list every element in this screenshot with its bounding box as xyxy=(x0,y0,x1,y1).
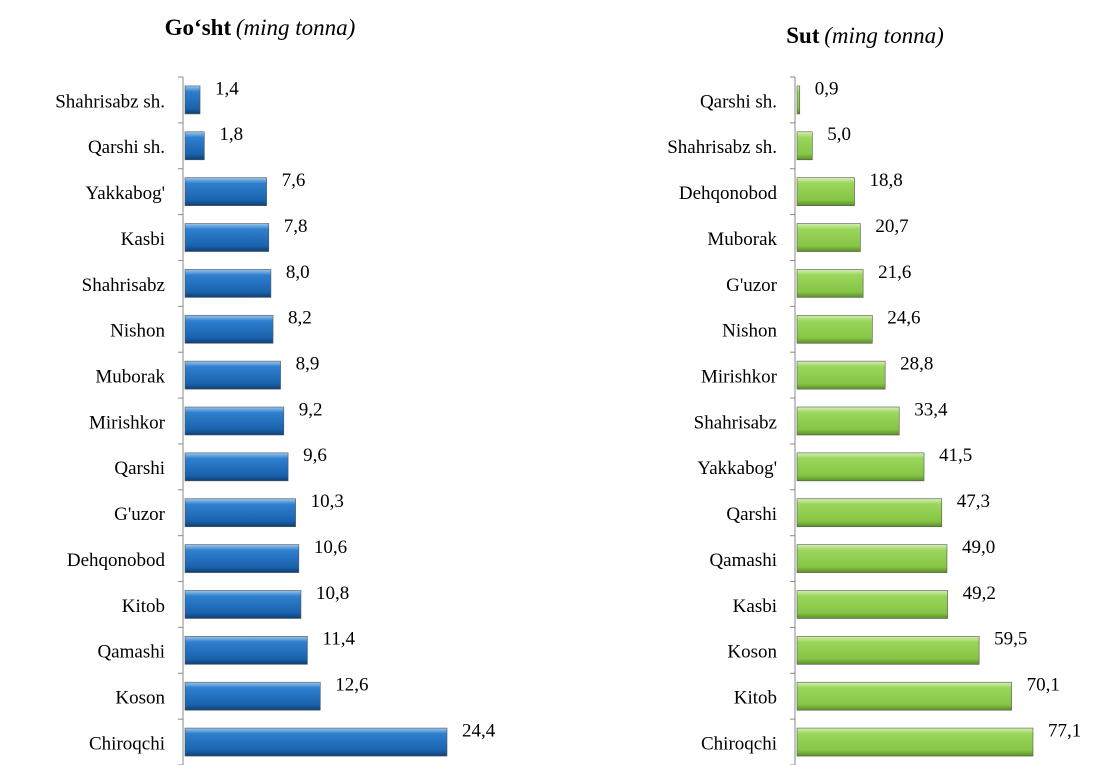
value-label: 41,5 xyxy=(939,445,972,466)
category-label: Qarshi xyxy=(114,458,165,479)
bar xyxy=(796,314,873,344)
bar xyxy=(184,360,281,390)
value-label: 9,6 xyxy=(303,445,327,466)
value-label: 47,3 xyxy=(957,491,990,512)
value-label: 70,1 xyxy=(1027,675,1060,696)
bar xyxy=(184,681,321,711)
value-label: 1,8 xyxy=(219,124,243,145)
bar xyxy=(184,406,285,436)
value-label: 24,4 xyxy=(462,720,496,741)
category-label: Chiroqchi xyxy=(701,733,777,754)
value-label: 8,0 xyxy=(286,262,310,283)
value-label: 9,2 xyxy=(299,399,323,420)
category-label: Dehqonobod xyxy=(679,183,778,204)
value-label: 7,6 xyxy=(282,170,306,191)
bar xyxy=(184,636,308,665)
value-label: 20,7 xyxy=(875,216,908,237)
bar xyxy=(184,223,270,252)
category-label: G'uzor xyxy=(726,275,778,296)
title: Sut xyxy=(786,23,820,48)
bar xyxy=(796,636,980,665)
subtitle: (ming tonna) xyxy=(236,15,355,40)
category-label: Kitob xyxy=(122,596,165,617)
category-label: Nishon xyxy=(722,321,777,342)
bar xyxy=(184,727,448,757)
bar xyxy=(796,131,813,161)
category-label: Chiroqchi xyxy=(89,733,165,754)
value-label: 28,8 xyxy=(900,353,933,374)
bar xyxy=(184,452,289,482)
value-label: 1,4 xyxy=(215,78,239,99)
category-label: Mirishkor xyxy=(701,366,778,387)
bar xyxy=(796,727,1034,757)
bar xyxy=(796,223,861,252)
value-label: 49,0 xyxy=(962,537,995,558)
category-label: Qarshi sh. xyxy=(88,137,165,158)
chart-title: Sut (ming tonna) xyxy=(786,23,943,48)
value-label: 5,0 xyxy=(827,124,851,145)
chart-title: Go‘sht (ming tonna) xyxy=(165,15,356,40)
bar xyxy=(796,544,948,573)
category-label: Dehqonobod xyxy=(67,550,166,571)
bar xyxy=(184,314,274,344)
value-label: 18,8 xyxy=(870,170,903,191)
category-label: Yakkabog' xyxy=(697,458,777,479)
category-label: Qarshi xyxy=(726,504,777,525)
value-label: 7,8 xyxy=(284,216,308,237)
value-label: 10,8 xyxy=(316,583,349,604)
category-label: Kasbi xyxy=(733,596,777,617)
value-label: 12,6 xyxy=(335,675,368,696)
value-label: 49,2 xyxy=(963,583,996,604)
category-label: Muborak xyxy=(95,366,165,387)
category-label: Mirishkor xyxy=(89,412,166,433)
category-label: G'uzor xyxy=(114,504,166,525)
value-label: 21,6 xyxy=(878,262,911,283)
bar xyxy=(796,681,1012,711)
bar xyxy=(184,131,205,161)
category-label: Kitob xyxy=(734,688,777,709)
category-label: Koson xyxy=(115,688,165,709)
category-label: Shahrisabz xyxy=(82,275,165,296)
value-label: 59,5 xyxy=(994,629,1027,650)
value-label: 24,6 xyxy=(887,308,920,329)
bar xyxy=(796,452,925,482)
subtitle: (ming tonna) xyxy=(824,23,943,48)
bar xyxy=(796,498,943,528)
value-label: 8,2 xyxy=(288,308,312,329)
bar xyxy=(796,85,801,115)
bar xyxy=(796,269,864,298)
bar xyxy=(796,360,886,390)
value-label: 10,3 xyxy=(311,491,344,512)
bar xyxy=(184,177,267,206)
category-label: Kasbi xyxy=(121,229,165,250)
category-label: Shahrisabz sh. xyxy=(55,91,165,112)
value-label: 33,4 xyxy=(914,399,948,420)
bar xyxy=(796,177,855,206)
bar xyxy=(184,544,300,573)
category-label: Muborak xyxy=(707,229,777,250)
value-label: 10,6 xyxy=(314,537,347,558)
bar xyxy=(184,590,302,619)
category-label: Shahrisabz xyxy=(694,412,777,433)
bar xyxy=(184,498,296,528)
category-label: Qarshi sh. xyxy=(700,91,777,112)
value-label: 0,9 xyxy=(815,78,839,99)
category-label: Qamashi xyxy=(97,642,165,663)
bar xyxy=(184,269,272,298)
bar xyxy=(796,590,948,619)
category-label: Qamashi xyxy=(709,550,777,571)
bar xyxy=(796,406,900,436)
title: Go‘sht xyxy=(165,15,232,40)
bar xyxy=(184,85,201,115)
category-label: Nishon xyxy=(110,321,165,342)
value-label: 11,4 xyxy=(322,629,355,650)
category-label: Koson xyxy=(727,642,777,663)
value-label: 8,9 xyxy=(296,353,320,374)
category-label: Shahrisabz sh. xyxy=(667,137,777,158)
category-label: Yakkabog' xyxy=(85,183,165,204)
value-label: 77,1 xyxy=(1048,720,1081,741)
